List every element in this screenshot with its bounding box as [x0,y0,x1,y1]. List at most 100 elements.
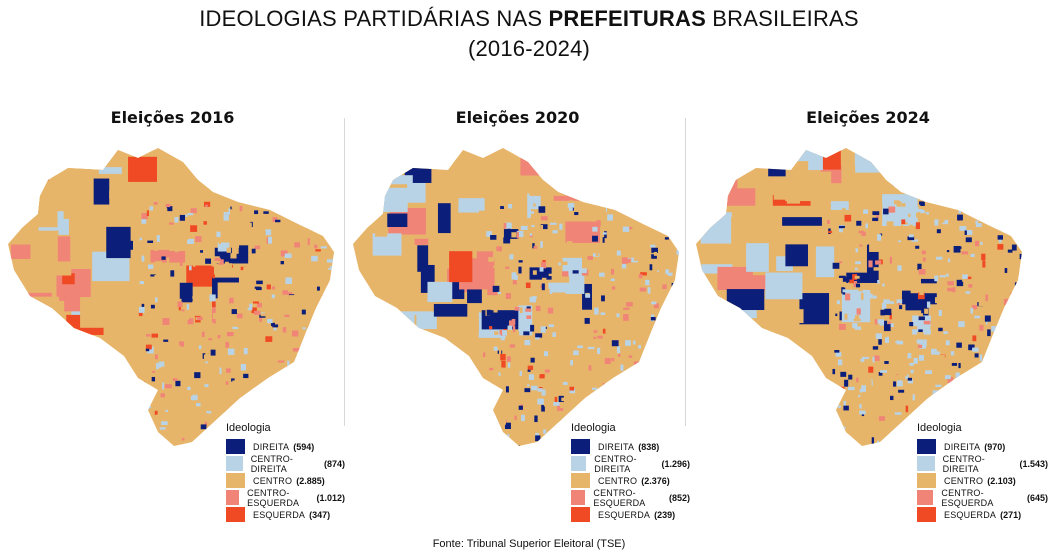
municipality [158,406,163,410]
municipality [859,404,862,409]
municipality [565,221,600,243]
municipality [917,263,922,271]
municipality [500,336,505,341]
municipality [517,297,521,301]
municipality [847,392,854,395]
municipality [768,165,786,177]
municipality [335,347,337,350]
municipality [145,442,153,446]
municipality [965,237,972,243]
municipality [886,375,890,380]
municipality [667,401,672,405]
municipality [24,201,58,228]
municipality [332,293,334,298]
municipality [165,409,168,412]
municipality [650,218,655,224]
municipality [242,303,250,308]
municipality [998,305,1003,310]
municipality [888,301,895,304]
municipality [534,314,540,320]
municipality [909,206,917,210]
municipality [640,272,647,276]
municipality [512,200,518,205]
municipality [437,203,451,234]
municipality [158,361,165,368]
municipality [947,287,953,292]
municipality [564,428,568,435]
municipality [676,296,679,300]
municipality [275,301,282,307]
municipality [595,203,600,209]
municipality [514,415,517,421]
municipality [217,242,230,252]
municipality [302,230,308,236]
municipality [500,440,505,444]
municipality [1016,410,1022,415]
municipality [74,148,88,157]
municipality [542,293,547,298]
municipality [587,256,594,260]
municipality [268,372,272,375]
municipality [970,307,974,314]
municipality [493,306,498,313]
municipality [879,148,912,156]
municipality [640,358,646,364]
municipality [1003,363,1007,371]
municipality [902,425,909,431]
municipality [1015,270,1020,276]
municipality [146,210,149,217]
municipality [330,384,334,387]
municipality [304,344,309,350]
municipality [492,285,500,293]
municipality [494,208,498,213]
municipality [965,291,971,294]
municipality [200,250,204,253]
municipality [881,274,889,281]
municipality [499,347,502,355]
municipality [417,245,429,272]
municipality [844,379,849,387]
municipality [325,323,333,326]
municipality [164,208,168,215]
municipality [859,388,863,393]
municipality [934,219,939,226]
municipality [842,228,849,234]
municipality [297,389,303,394]
municipality [1006,306,1012,309]
municipality [969,407,975,414]
municipality [301,309,306,315]
municipality [519,370,522,377]
municipality [280,203,284,208]
municipality [937,400,943,405]
municipality [946,273,949,277]
municipality [548,432,551,436]
municipality [947,281,954,286]
municipality [505,266,510,269]
municipality [498,372,501,376]
municipality [514,331,520,337]
municipality [175,380,181,387]
municipality [141,204,148,211]
municipality [256,302,263,308]
municipality [533,411,540,416]
municipality [308,363,313,369]
municipality [331,302,334,308]
municipality [845,197,870,214]
municipality [151,265,156,272]
municipality [332,244,334,249]
municipality [852,446,859,450]
municipality [173,442,178,446]
municipality [210,349,216,356]
municipality [918,313,923,320]
municipality [856,377,859,383]
municipality [890,244,895,249]
map-brazil-2020 [353,148,679,446]
municipality [218,238,222,245]
municipality [533,203,536,207]
municipality [958,321,965,328]
municipality [186,203,192,209]
municipality [221,351,228,359]
municipality [667,272,673,276]
municipality [853,281,858,288]
municipality [1010,305,1014,309]
